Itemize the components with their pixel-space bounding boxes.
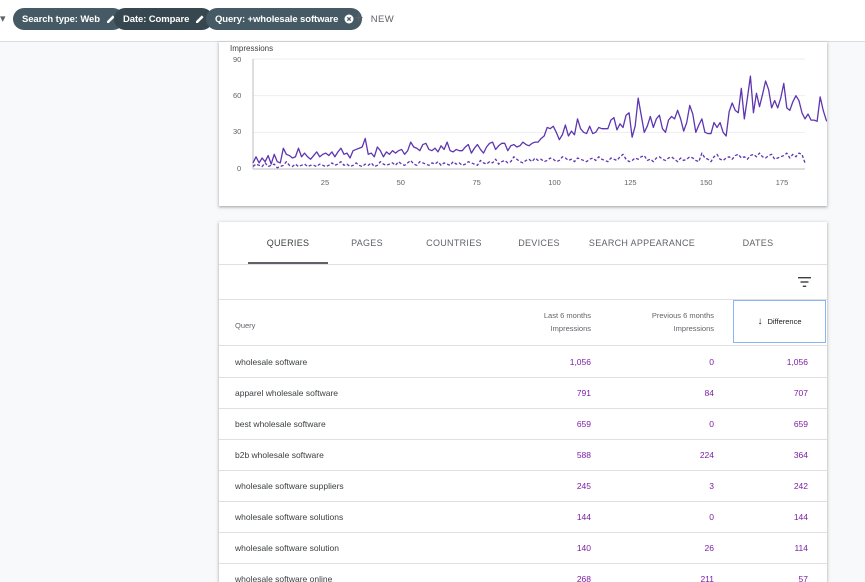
previous-period-line — [252, 152, 806, 169]
previous-impressions-cell: 224 — [699, 450, 714, 460]
new-filter-button[interactable]: + NEW — [354, 11, 394, 27]
y-tick-label: 60 — [233, 91, 242, 100]
query-cell: best wholesale software — [235, 419, 326, 429]
pencil-icon[interactable] — [106, 14, 116, 24]
filter-list-icon[interactable] — [798, 275, 811, 293]
tab-dates[interactable]: DATES — [742, 238, 774, 248]
difference-cell: 242 — [793, 481, 808, 491]
difference-cell: 1,056 — [786, 357, 808, 367]
report-tabs: QUERIES PAGES COUNTRIES DEVICES SEARCH A… — [219, 222, 827, 265]
previous-impressions-cell: 211 — [700, 574, 714, 582]
last-impressions-cell: 659 — [576, 419, 591, 429]
y-tick-label: 90 — [233, 55, 242, 64]
x-tick-label: 100 — [548, 178, 561, 187]
y-tick-label: 0 — [237, 164, 242, 173]
difference-cell: 114 — [794, 543, 808, 553]
filter-chip-label: Query: +wholesale software — [215, 13, 339, 25]
query-cell: wholesale software online — [235, 574, 333, 582]
last-impressions-cell: 791 — [576, 388, 591, 398]
report-table-card: QUERIES PAGES COUNTRIES DEVICES SEARCH A… — [219, 222, 827, 582]
tab-search-appearance[interactable]: SEARCH APPEARANCE — [588, 238, 696, 248]
table-row[interactable]: wholesale software solutions 144 0 144 — [219, 501, 827, 533]
filter-chip-label: Date: Compare — [123, 13, 190, 25]
last-impressions-cell: 1,056 — [569, 357, 591, 367]
query-cell: wholesale software suppliers — [235, 481, 344, 491]
last-impressions-cell: 144 — [576, 512, 591, 522]
last-impressions-cell: 140 — [576, 543, 591, 553]
last-impressions-cell: 268 — [576, 574, 591, 582]
query-cell: wholesale software — [235, 357, 308, 367]
previous-impressions-cell: 3 — [709, 481, 714, 491]
filter-chip-query[interactable]: Query: +wholesale software — [206, 8, 363, 30]
pencil-icon[interactable] — [195, 14, 205, 24]
arrow-down-icon: ↓ — [757, 316, 763, 327]
tab-queries[interactable]: QUERIES — [266, 238, 310, 248]
performance-chart-card: Impressions 90 60 30 0 25 50 75 100 125 150 17… — [219, 42, 827, 206]
query-cell: apparel wholesale software — [235, 388, 339, 398]
last-impressions-cell: 245 — [576, 481, 591, 491]
difference-cell: 707 — [793, 388, 808, 398]
column-header-difference[interactable]: ↓ Difference — [733, 300, 826, 343]
column-header-line: Impressions — [673, 324, 714, 333]
table-row[interactable]: best wholesale software 659 0 659 — [219, 408, 827, 440]
column-header-previous-6-months[interactable]: Previous 6 months Impressions — [652, 309, 714, 335]
filter-chip-label: Search type: Web — [22, 13, 100, 25]
previous-impressions-cell: 0 — [709, 419, 714, 429]
column-header-line: Previous 6 months — [651, 311, 714, 320]
x-tick-label: 75 — [472, 178, 481, 187]
table-row[interactable]: b2b wholesale software 588 224 364 — [219, 439, 827, 471]
y-tick-label: 30 — [233, 127, 242, 136]
close-circle-icon[interactable] — [344, 14, 354, 24]
query-cell: wholesale software solution — [235, 543, 339, 553]
impressions-line-chart — [252, 58, 827, 170]
query-cell: wholesale software solutions — [235, 512, 344, 522]
query-cell: b2b wholesale software — [235, 450, 324, 460]
previous-impressions-cell: 84 — [704, 388, 714, 398]
previous-impressions-cell: 0 — [709, 357, 714, 367]
table-header: Query Last 6 months Impressions Previous… — [219, 300, 827, 346]
last-impressions-cell: 588 — [576, 450, 591, 460]
tab-countries[interactable]: COUNTRIES — [426, 238, 482, 248]
current-period-line — [252, 75, 827, 165]
difference-cell: 57 — [798, 574, 808, 582]
column-header-line: Impressions — [550, 324, 591, 333]
difference-cell: 364 — [793, 450, 808, 460]
table-row[interactable]: wholesale software suppliers 245 3 242 — [219, 470, 827, 502]
filter-edge-marker: ▾ — [0, 13, 6, 25]
table-row[interactable]: wholesale software online 268 211 57 — [219, 563, 827, 582]
tab-devices[interactable]: DEVICES — [518, 238, 560, 248]
new-filter-label: NEW — [370, 13, 395, 25]
table-row[interactable]: wholesale software 1,056 0 1,056 — [219, 346, 827, 378]
x-tick-label: 125 — [624, 178, 637, 187]
previous-impressions-cell: 26 — [704, 543, 714, 553]
x-tick-label: 50 — [396, 178, 405, 187]
table-toolbar — [219, 265, 827, 300]
filter-bar: ▾ Search type: Web Date: Compare Query: … — [0, 0, 865, 42]
filter-chip-search-type[interactable]: Search type: Web — [13, 8, 124, 30]
column-header-last-6-months[interactable]: Last 6 months Impressions — [544, 309, 591, 335]
y-axis-title: Impressions — [230, 44, 274, 53]
filter-chip-date[interactable]: Date: Compare — [114, 8, 214, 30]
x-tick-label: 150 — [699, 178, 713, 187]
table-row[interactable]: wholesale software solution 140 26 114 — [219, 532, 827, 564]
tab-pages[interactable]: PAGES — [351, 238, 383, 248]
column-header-line: Last 6 months — [543, 311, 591, 320]
x-tick-label: 25 — [320, 178, 330, 187]
previous-impressions-cell: 0 — [709, 512, 714, 522]
difference-cell: 144 — [793, 512, 808, 522]
plus-icon: + — [354, 10, 364, 27]
difference-cell: 659 — [793, 419, 808, 429]
x-tick-label: 175 — [775, 178, 789, 187]
column-header-label: Difference — [767, 317, 802, 326]
table-row[interactable]: apparel wholesale software 791 84 707 — [219, 377, 827, 409]
active-tab-indicator — [248, 262, 328, 264]
column-header-query[interactable]: Query — [235, 321, 256, 330]
